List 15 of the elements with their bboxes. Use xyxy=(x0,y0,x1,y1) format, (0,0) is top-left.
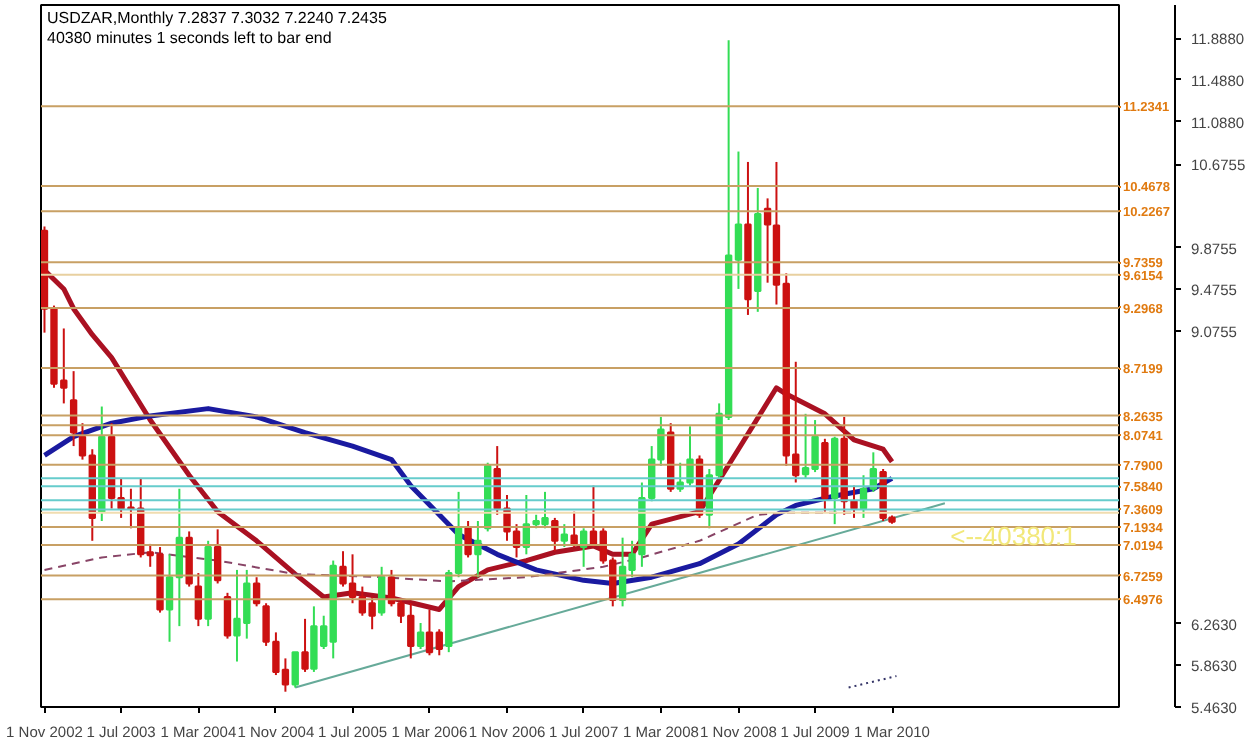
candlestick xyxy=(223,591,232,640)
annotation: <--40380:1 xyxy=(950,520,1077,551)
candlestick xyxy=(416,622,425,651)
chart-title: USDZAR,Monthly 7.2837 7.3032 7.2240 7.2435 xyxy=(47,9,388,27)
candlestick xyxy=(474,520,482,579)
candlestick xyxy=(551,516,559,553)
candlestick xyxy=(560,523,569,549)
candlestick xyxy=(185,530,193,588)
candlestick xyxy=(301,617,309,673)
candlestick xyxy=(194,572,203,628)
candlestick xyxy=(291,651,299,689)
candlestick xyxy=(464,520,472,559)
candlestick xyxy=(213,528,222,585)
text: 40380 minutes 1 seconds left to bar end xyxy=(47,29,332,47)
candlestick xyxy=(570,510,578,549)
